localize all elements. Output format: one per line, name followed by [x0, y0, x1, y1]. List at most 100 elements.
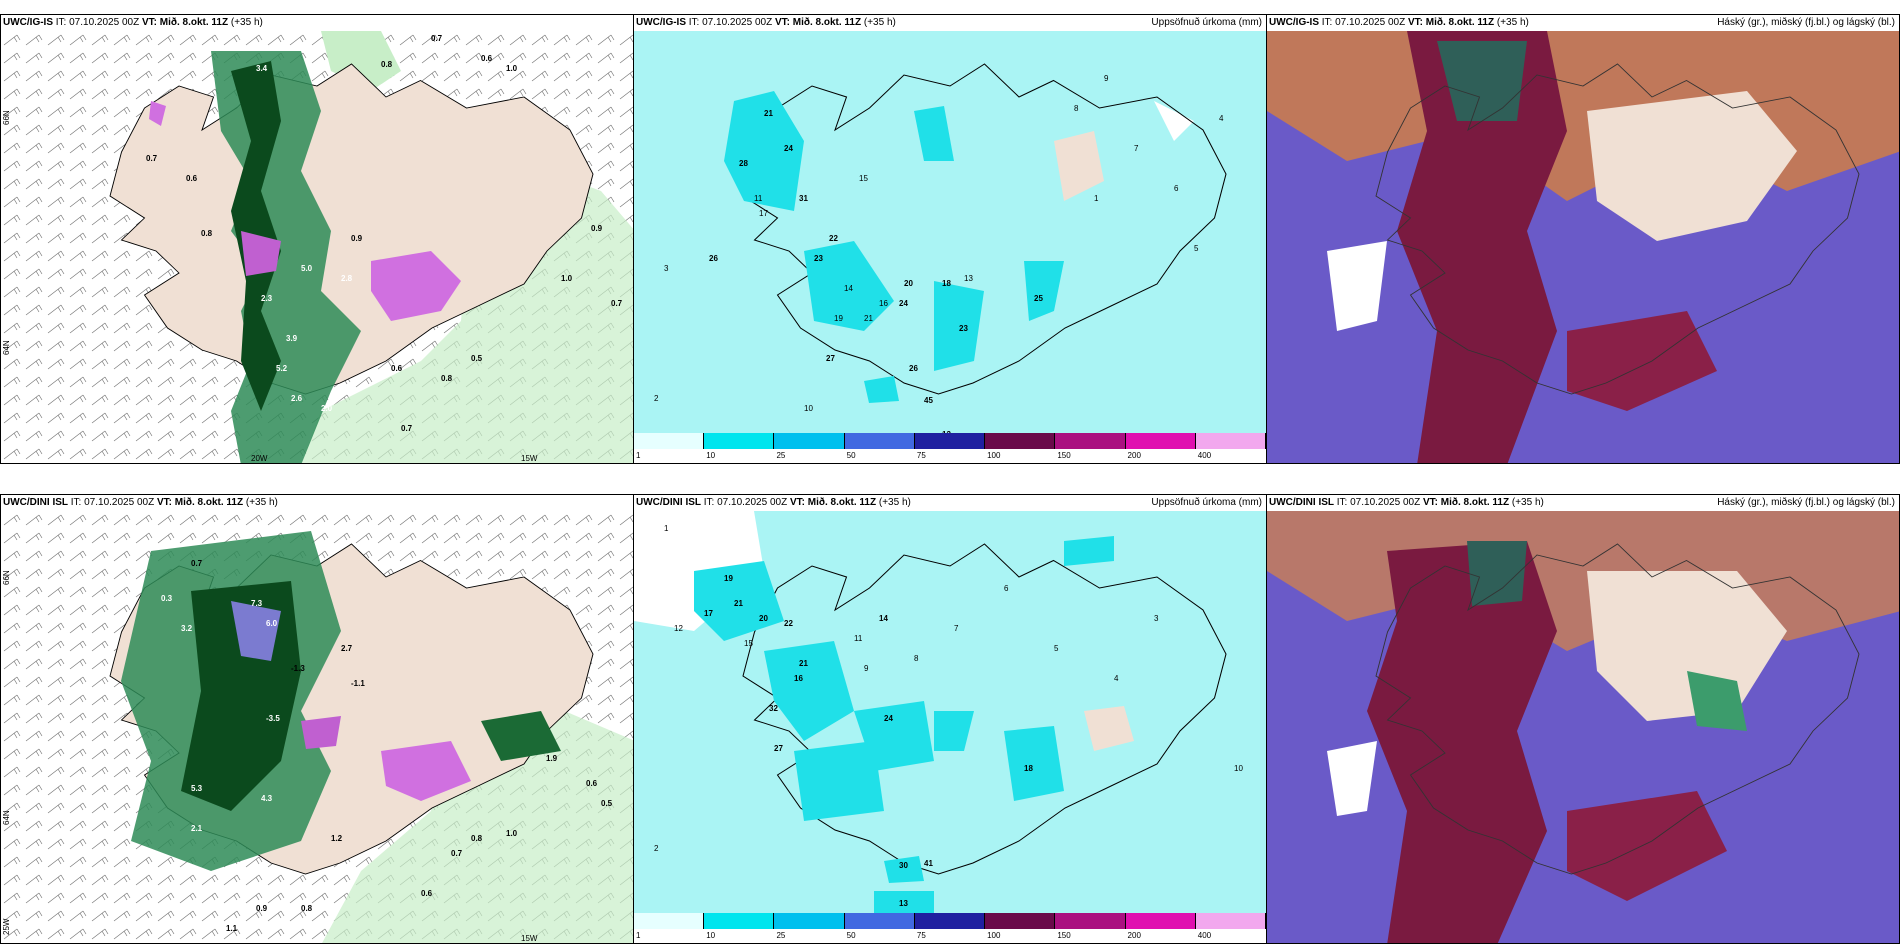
precip-label: 16	[879, 299, 888, 308]
precip-label: 20	[759, 614, 768, 623]
value-label: 1.0	[506, 64, 518, 73]
value-label: 3.9	[286, 334, 298, 343]
precip-map: 19 21 17 12 20 22 15 32 16 27 24 21 41 3…	[634, 511, 1266, 915]
colorbar-tick: 200	[1127, 451, 1141, 460]
precip-label: 17	[704, 609, 713, 618]
colorbar-tick: 100	[987, 451, 1001, 460]
colorbar-tick: 10	[706, 451, 716, 460]
model-name: UWC/DINI ISL	[1269, 497, 1334, 508]
value-label: 0.8	[201, 229, 213, 238]
precip-label: 14	[844, 284, 853, 293]
precip-label: 21	[799, 659, 808, 668]
panel-title: UWC/DINI ISL IT: 07.10.2025 00Z VT: Mið.…	[636, 497, 911, 508]
precip-label: 10	[804, 404, 813, 413]
cloud-map	[1267, 511, 1899, 943]
lead-time: (+35 h)	[863, 17, 896, 28]
lead-time: (+35 h)	[1496, 17, 1529, 28]
precip-label: 6	[1174, 184, 1179, 193]
colorbar-swatch	[774, 433, 845, 449]
panel-top-right: UWC/IG-IS IT: 07.10.2025 00Z VT: Mið. 8.…	[1266, 14, 1900, 464]
value-label: 4.3	[261, 794, 273, 803]
colorbar-swatch	[985, 913, 1056, 929]
precip-label: 4	[1114, 674, 1119, 683]
precip-label: 6	[1004, 584, 1009, 593]
colorbar-swatch	[1195, 433, 1266, 449]
colorbar-tick: 1	[636, 931, 641, 940]
precip-label: 41	[924, 859, 933, 868]
colorbar-swatch	[914, 913, 986, 929]
precip-label: 18	[1024, 764, 1033, 773]
colorbar-swatch	[985, 433, 1056, 449]
precip-label: 21	[734, 599, 743, 608]
value-label: 0.5	[471, 354, 483, 363]
value-label: 0.9	[351, 234, 363, 243]
precip-colorbar: 1 10 25 50 75 100 150 200 400	[634, 433, 1266, 463]
init-time: IT: 07.10.2025 00Z	[55, 17, 140, 28]
value-label: -1.3	[291, 664, 305, 673]
precip-label: 8	[914, 654, 919, 663]
value-label: 2.3	[261, 294, 273, 303]
valid-time: VT: Mið. 8.okt. 11Z	[789, 497, 877, 508]
colorbar-swatch	[1125, 433, 1196, 449]
colorbar-tick: 200	[1127, 931, 1141, 940]
panel-title: UWC/IG-IS IT: 07.10.2025 00Z VT: Mið. 8.…	[3, 17, 263, 28]
precip-label: 25	[1034, 294, 1043, 303]
init-time: IT: 07.10.2025 00Z	[1336, 497, 1421, 508]
model-name: UWC/DINI ISL	[636, 497, 701, 508]
precip-label: 13	[964, 274, 973, 283]
value-label: 3.4	[256, 64, 268, 73]
precip-label: 2	[654, 394, 659, 403]
model-name: UWC/IG-IS	[3, 17, 53, 28]
value-label: 0.8	[441, 374, 453, 383]
lead-time: (+35 h)	[230, 17, 263, 28]
precip-label: 24	[899, 299, 908, 308]
valid-time: VT: Mið. 8.okt. 11Z	[141, 17, 229, 28]
precip-label: 10	[1234, 764, 1243, 773]
value-label: 5.0	[301, 264, 313, 273]
colorbar-tick: 25	[776, 931, 786, 940]
value-label: 0.6	[586, 779, 598, 788]
precip-label: 2	[654, 844, 659, 853]
precip-label: 14	[879, 614, 888, 623]
lead-time: (+35 h)	[245, 497, 278, 508]
precip-label: 11	[754, 194, 763, 203]
colorbar-tick: 150	[1057, 451, 1071, 460]
value-label: 0.9	[591, 224, 603, 233]
precip-label: 13	[899, 899, 908, 908]
value-label: 0.8	[471, 834, 483, 843]
valid-time: VT: Mið. 8.okt. 11Z	[1422, 497, 1510, 508]
value-label: 0.7	[401, 424, 413, 433]
value-label: 2.1	[191, 824, 203, 833]
model-name: UWC/DINI ISL	[3, 497, 68, 508]
panel-title: UWC/DINI ISL IT: 07.10.2025 00Z VT: Mið.…	[1269, 497, 1544, 508]
panel-subtitle: Háský (gr.), miðský (fj.bl.) og lágský (…	[1717, 497, 1895, 508]
precip-label: 11	[854, 634, 863, 643]
value-label: 0.7	[191, 559, 203, 568]
precip-label: 15	[859, 174, 868, 183]
value-label: 0.7	[146, 154, 158, 163]
value-label: 5.2	[276, 364, 288, 373]
colorbar-swatch	[704, 433, 775, 449]
value-label: 2.8	[341, 274, 353, 283]
panel-bottom-left: UWC/DINI ISL IT: 07.10.2025 00Z VT: Mið.…	[0, 494, 634, 944]
precip-label: 9	[1104, 74, 1109, 83]
value-label: 0.7	[431, 34, 443, 43]
lon-label: 25W	[2, 918, 11, 935]
value-label: -3.5	[266, 714, 280, 723]
precip-colorbar: 1 10 25 50 75 100 150 200 400	[634, 913, 1266, 943]
panel-top-middle: UWC/IG-IS IT: 07.10.2025 00Z VT: Mið. 8.…	[633, 14, 1267, 464]
lat-label: 64N	[2, 810, 11, 825]
precip-label: 30	[899, 861, 908, 870]
precip-label: 9	[864, 664, 869, 673]
value-label: 3.2	[181, 624, 193, 633]
precip-label: 23	[959, 324, 968, 333]
precip-label: 8	[1074, 104, 1079, 113]
colorbar-tick: 75	[916, 931, 926, 940]
panel-subtitle: Háský (gr.), miðský (fj.bl.) og lágský (…	[1717, 17, 1895, 28]
colorbar-tick: 1	[636, 451, 641, 460]
value-label: 5.3	[191, 784, 203, 793]
precip-label: 19	[834, 314, 843, 323]
lat-label: 64N	[2, 340, 11, 355]
value-label: 1.9	[546, 754, 558, 763]
precip-label: 5	[1194, 244, 1199, 253]
